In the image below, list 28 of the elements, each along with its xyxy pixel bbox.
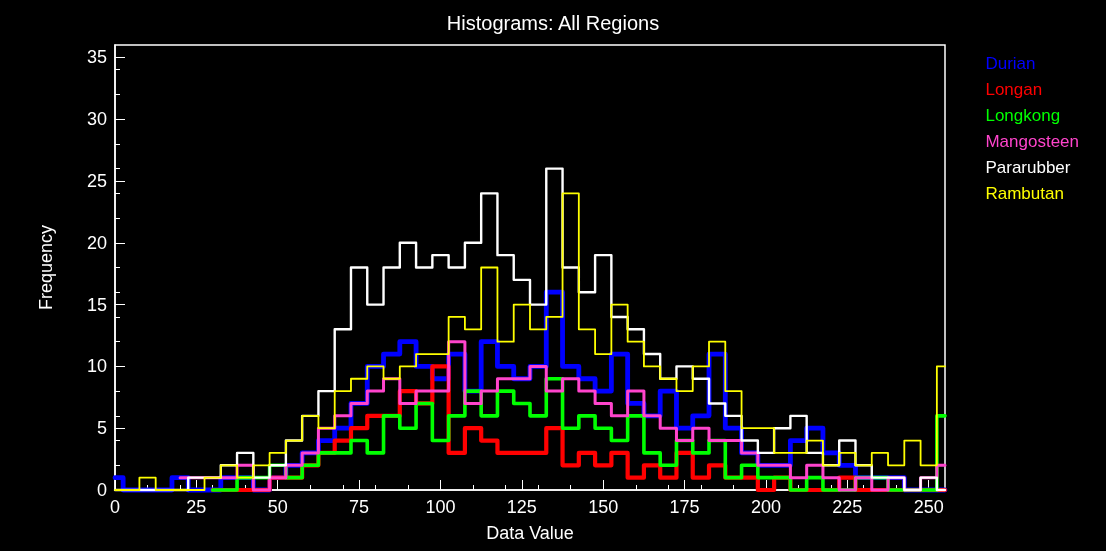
y-tick-label: 35: [86, 47, 107, 68]
x-tick-label: 250: [913, 497, 944, 517]
x-axis-title: Data Value: [486, 523, 574, 543]
chart-title: Histograms: All Regions: [446, 12, 660, 34]
text: Pararubber: [985, 158, 1071, 177]
x-tick-label: 100: [425, 497, 456, 517]
x-tick-label: 225: [832, 497, 863, 517]
x-tick-label: 25: [186, 497, 207, 517]
y-tick-label: 5: [96, 418, 107, 439]
text: Mangosteen: [985, 132, 1080, 151]
text: Longkong: [985, 106, 1061, 125]
y-tick-label: 20: [86, 232, 107, 253]
text: Longan: [985, 80, 1043, 99]
x-tick-label: 175: [669, 497, 700, 517]
y-tick-label: 25: [86, 170, 107, 191]
y-tick-label: 15: [86, 294, 107, 315]
x-tick-label: 125: [506, 497, 537, 517]
x-tick-label: 0: [109, 497, 121, 517]
text: Rambutan: [985, 184, 1064, 203]
y-tick-label: 10: [86, 356, 107, 377]
y-tick-label: 30: [86, 109, 107, 130]
text: Durian: [985, 54, 1036, 73]
x-tick-label: 200: [750, 497, 781, 517]
y-tick-label: 0: [96, 480, 107, 500]
x-tick-label: 75: [349, 497, 370, 517]
y-axis-title: Frequency: [36, 224, 56, 311]
x-tick-label: 50: [267, 497, 288, 517]
x-tick-label: 150: [588, 497, 619, 517]
